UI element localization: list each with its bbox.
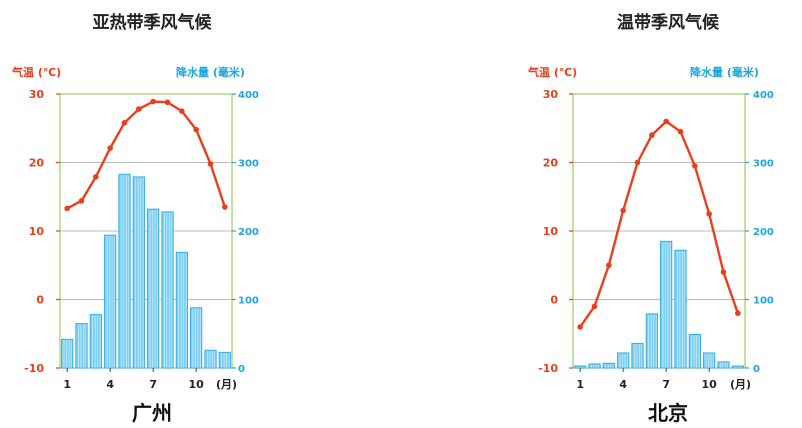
chart1-left-tick-label: 10 (29, 225, 45, 238)
chart1-right-axis-label: 降水量 (毫米) (176, 65, 245, 79)
chart1-temperature-point (193, 126, 199, 133)
chart2-precip-bar (660, 240, 673, 369)
chart1-city-name: 广州 (132, 401, 172, 425)
chart2-precip-bar (717, 361, 730, 369)
chart2-left-tick-label: 10 (543, 225, 559, 238)
chart1-precip-bar (147, 208, 160, 369)
chart2-precip-bar (703, 352, 716, 369)
chart1-temperature-point (222, 204, 228, 210)
chart1-x-tick-label: 7 (149, 378, 157, 391)
chart1-x-tick-label: 10 (189, 378, 205, 391)
chart2-left-tick-label: 30 (543, 88, 559, 101)
chart2-precip-bar (631, 342, 644, 369)
chart2-x-tick-label: 7 (662, 378, 670, 391)
chart2-temperature-point (606, 262, 612, 269)
chart1-right-tick-label: 100 (238, 296, 259, 307)
chart2-x-tick-label: 4 (619, 378, 627, 391)
chart1-temperature-point (107, 145, 113, 151)
chart2-precip-bar (602, 362, 615, 369)
chart1-temperature-point (78, 198, 85, 204)
chart1-precip-bar (75, 323, 88, 369)
chart2-precip-bar (588, 363, 601, 369)
chart2-temperature-point (692, 163, 698, 169)
chart1-title: 亚热带季风气候 (93, 12, 213, 33)
chart2-left-axis-label: 气温 (℃) (527, 65, 577, 79)
chart1-left-tick-label: -10 (24, 362, 44, 375)
chart2-temperature-point (591, 303, 598, 310)
chart1-right-tick-label: 300 (238, 159, 259, 170)
chart2-x-unit-label: (月) (730, 378, 751, 391)
chart2-title: 温带季风气候 (617, 12, 720, 33)
chart2-temperature-point (706, 211, 712, 217)
chart1-temperature-point (136, 106, 142, 112)
chart1-right-tick-label: 400 (238, 90, 259, 101)
chart2-temperature-point (634, 159, 641, 166)
chart2-precip-bar (574, 365, 587, 369)
chart1-temperature-line (66, 100, 226, 210)
chart2-right-tick-label: 100 (753, 296, 774, 307)
chart1-left-axis-label: 气温 (℃) (11, 65, 61, 79)
chart2-temperature-point (720, 269, 727, 275)
chart2-temperature-point (577, 324, 583, 330)
chart1-left-tick-label: 0 (36, 294, 44, 307)
chart2-temperature-point (735, 310, 741, 317)
chart1-x-tick-label: 1 (63, 378, 71, 391)
chart1-precip-bar (89, 314, 102, 369)
chart1-temperature-point (93, 174, 99, 180)
chart1-temperature-point (64, 205, 70, 212)
chart1-precip-bar (175, 251, 188, 369)
chart1-x-unit-label: (月) (216, 378, 237, 391)
chart1-temperature-point (121, 119, 128, 126)
chart1-precip-bar (190, 307, 203, 369)
chart2-precip-bar (731, 365, 744, 369)
chart2-left-tick-label: 20 (543, 157, 559, 170)
chart2-left-tick-label: -10 (538, 362, 558, 375)
chart1-temperature-point (150, 98, 156, 105)
chart2-right-tick-label: 400 (753, 90, 774, 101)
chart2-temperature-line (579, 120, 739, 328)
chart1-precip-bar (132, 176, 145, 369)
chart1-left-tick-label: 20 (29, 157, 45, 170)
chart2-precip-bar (645, 313, 658, 369)
chart2-precip-bar (674, 249, 687, 369)
chart2-left-tick-label: 0 (550, 294, 558, 307)
chart1-temperature-point (207, 161, 214, 167)
chart2-precip-bar (617, 352, 630, 369)
chart2-temperature-point (649, 132, 655, 138)
chart1-right-tick-label: 0 (238, 364, 245, 375)
chart1-x-tick-label: 4 (106, 378, 114, 391)
chart2-x-tick-label: 10 (702, 378, 718, 391)
chart1-precip-bar (161, 211, 174, 369)
chart1-precip-bar (118, 173, 131, 369)
chart1-temperature-point (164, 99, 171, 106)
chart2-right-tick-label: 0 (753, 364, 760, 375)
chart1-precip-bar (218, 351, 231, 369)
chart1-precip-bar (61, 338, 74, 369)
chart2-right-axis-label: 降水量 (毫米) (690, 65, 759, 79)
chart2-temperature-point (677, 128, 684, 135)
chart2-city-name: 北京 (648, 401, 688, 425)
chart1-precip-bar (204, 349, 217, 369)
chart2-temperature-point (663, 118, 669, 125)
chart1-left-tick-label: 30 (29, 88, 45, 101)
chart1-precip-bar (104, 234, 117, 369)
chart2-right-tick-label: 200 (753, 227, 774, 238)
chart1-right-tick-label: 200 (238, 227, 259, 238)
chart1-temperature-point (179, 108, 185, 114)
chart2-temperature-point (620, 207, 626, 214)
chart2-right-tick-label: 300 (753, 159, 774, 170)
chart2-precip-bar (688, 334, 701, 369)
chart2-x-tick-label: 1 (576, 378, 584, 391)
